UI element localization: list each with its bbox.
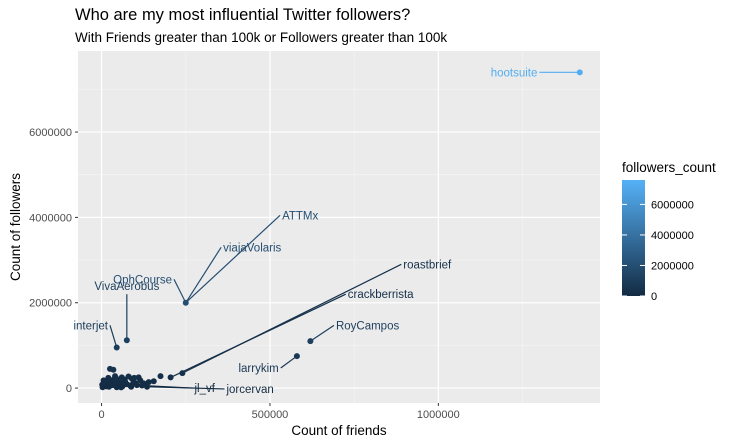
annotations [109, 71, 580, 390]
data-point [293, 353, 300, 360]
legend-colorbar [622, 180, 645, 296]
point-label: VivaAerobus [94, 281, 159, 293]
grid-major [78, 51, 600, 403]
data-point [157, 373, 164, 380]
data-point [113, 384, 120, 391]
point-label: jorcervan [225, 384, 273, 396]
data-point [307, 338, 314, 345]
point-label: interjet [73, 320, 108, 332]
x-axis-title: Count of friends [291, 423, 387, 438]
label-segment [280, 355, 298, 369]
point-label: viajaVolaris [223, 242, 281, 254]
legend-tick-label: 2000000 [651, 260, 694, 272]
label-segment [170, 293, 346, 378]
x-tick-label: 0 [99, 409, 105, 421]
plot-panel [78, 51, 600, 403]
point-label: roastbrief [403, 259, 452, 271]
y-tick-label: 0 [66, 383, 72, 395]
chart-title: Who are my most influential Twitter foll… [75, 6, 410, 24]
data-point [111, 376, 118, 383]
data-point [145, 379, 152, 386]
data-point [167, 374, 174, 381]
point-label: OphCourse [113, 274, 172, 286]
x-tick-label: 1000000 [417, 409, 460, 421]
data-point [576, 69, 583, 76]
legend-tick-label: 6000000 [651, 199, 694, 211]
point-label: RoyCampos [336, 320, 400, 332]
x-tick-label: 500000 [252, 409, 289, 421]
legend-tick-label: 0 [651, 291, 657, 303]
point-label: larrykim [238, 363, 278, 375]
label-segment [185, 246, 222, 304]
data-point [99, 381, 106, 388]
data-point [110, 366, 117, 373]
points [99, 69, 583, 391]
point-label: crackberrista [348, 289, 414, 301]
point-label: hootsuite [491, 67, 538, 79]
y-axis-title: Count of followers [8, 173, 23, 281]
y-tick-label: 2000000 [29, 298, 72, 310]
x-axis-ticks: 0 500000 1000000 [99, 403, 460, 421]
y-axis-ticks: 0 2000000 4000000 6000000 [29, 127, 78, 395]
legend-title: followers_count [622, 160, 716, 175]
data-point [120, 379, 127, 386]
legend-tick-label: 4000000 [651, 230, 694, 242]
data-point [128, 383, 135, 390]
label-segment [185, 214, 281, 304]
y-tick-label: 4000000 [29, 212, 72, 224]
label-segment [147, 386, 225, 390]
data-point [123, 337, 130, 344]
label-segment [173, 278, 187, 304]
data-point [150, 378, 157, 385]
y-tick-label: 6000000 [29, 127, 72, 139]
data-point [131, 374, 138, 381]
data-point [140, 380, 147, 387]
label-segment [310, 324, 335, 342]
legend-ticks: 0 2000000 4000000 6000000 [622, 199, 694, 303]
point-label: jl_vf [194, 383, 216, 395]
chart-subtitle: With Friends greater than 100k or Follow… [75, 30, 447, 45]
data-point [179, 370, 186, 377]
data-point [113, 344, 120, 351]
data-point [182, 299, 189, 306]
label-segment [109, 325, 118, 348]
data-point [133, 382, 140, 389]
grid-minor [78, 51, 600, 403]
labels: hootsuite ATTMx viajaVolaris OphCourse roast… [73, 67, 537, 396]
data-point [118, 384, 125, 391]
point-label: ATTMx [282, 210, 318, 222]
